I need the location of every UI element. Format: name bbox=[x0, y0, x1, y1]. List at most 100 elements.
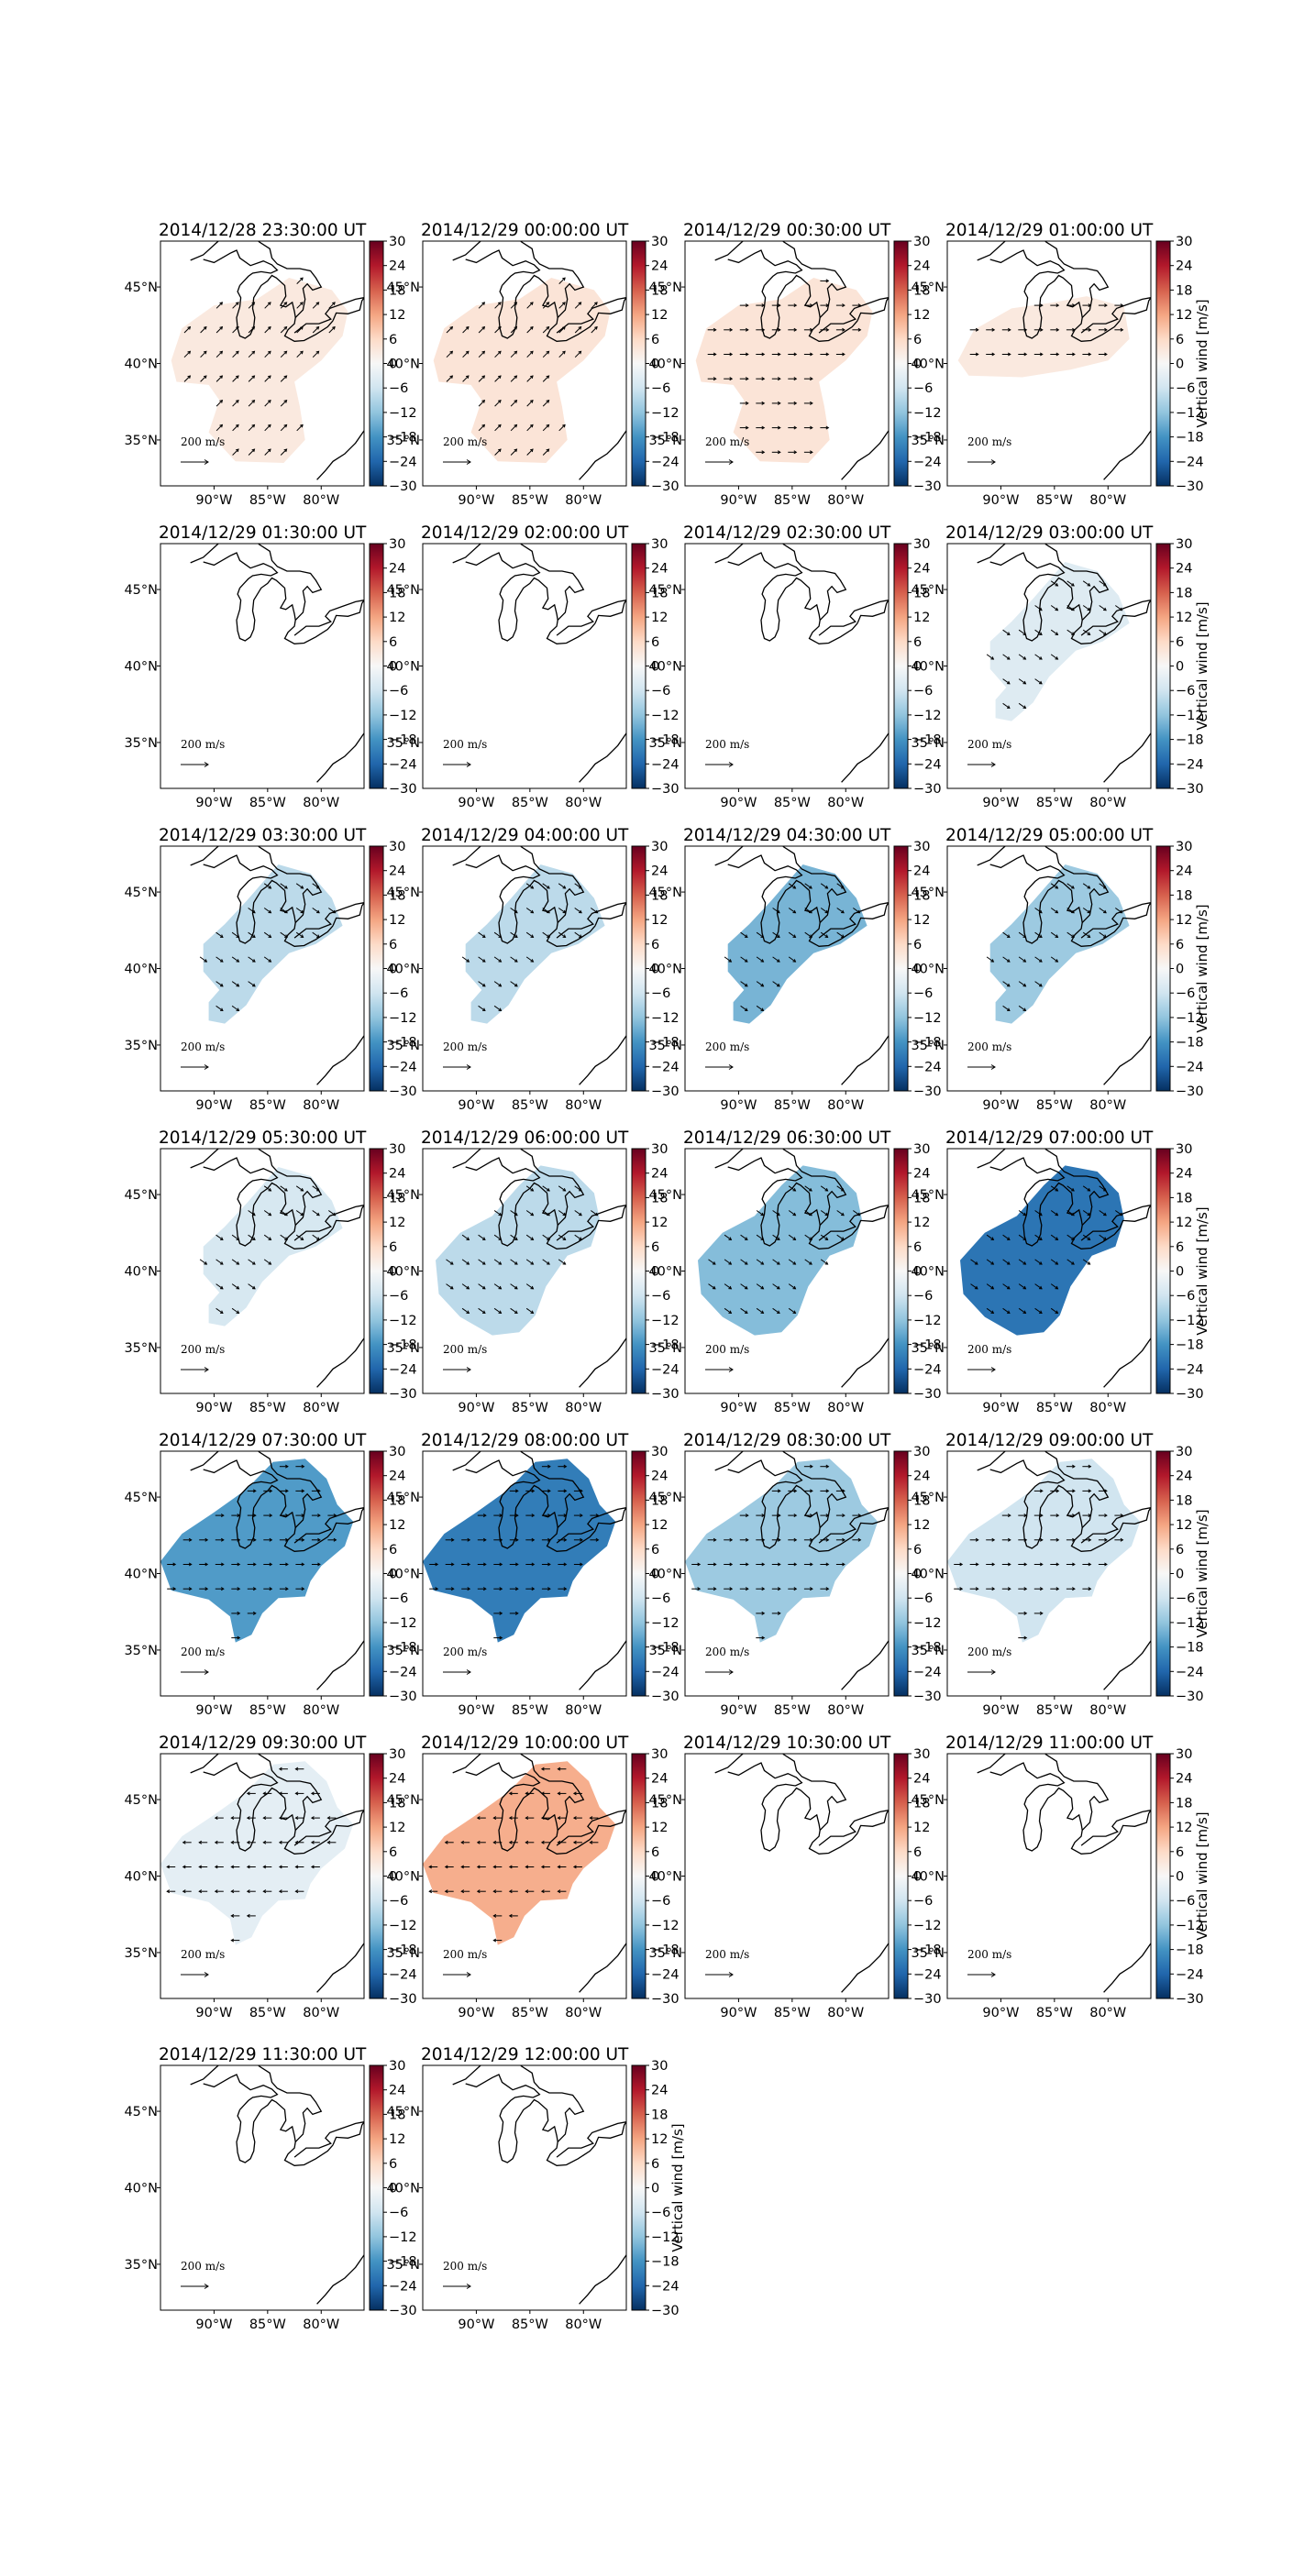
wind-arrow-head bbox=[498, 1285, 503, 1290]
wind-arrow bbox=[478, 400, 485, 407]
wind-arrow-head bbox=[1088, 1587, 1092, 1591]
x-tick-label: 90°W bbox=[195, 1401, 232, 1415]
wind-arrow-head bbox=[268, 959, 272, 963]
colorbar-tick-label: −24 bbox=[389, 2279, 417, 2294]
wind-arrow-head bbox=[230, 1816, 235, 1821]
wind-arrow bbox=[248, 375, 255, 382]
coastline bbox=[1119, 600, 1151, 624]
wind-arrow-head bbox=[842, 327, 845, 332]
wind-arrow-head bbox=[476, 1865, 481, 1869]
wind-arrow-head bbox=[182, 1889, 186, 1894]
wind-arrow-head bbox=[810, 352, 813, 357]
wind-arrow bbox=[183, 326, 191, 334]
y-tick-label: 35°N bbox=[648, 434, 682, 448]
map-background bbox=[947, 1754, 1151, 1998]
wind-arrow-head bbox=[188, 1537, 193, 1542]
wind-arrow bbox=[461, 1259, 470, 1265]
wind-arrow-head bbox=[460, 1840, 465, 1844]
colorbar-tick-label: 30 bbox=[651, 1445, 668, 1459]
x-tick-label: 80°W bbox=[827, 493, 864, 508]
wind-arrow-head bbox=[294, 1791, 299, 1796]
wind-arrow bbox=[1034, 678, 1043, 685]
wind-arrow-head bbox=[262, 1865, 267, 1869]
wind-arrow-head bbox=[1087, 583, 1091, 587]
wind-arrow bbox=[216, 302, 223, 309]
wind-arrow bbox=[1082, 931, 1090, 938]
vertical-wind-fill bbox=[698, 1165, 862, 1336]
wind-arrow-head bbox=[531, 1587, 536, 1591]
reference-arrow-head bbox=[204, 1367, 209, 1372]
wind-arrow-head bbox=[1006, 632, 1011, 635]
colorbar-tick-label: 30 bbox=[913, 1445, 930, 1459]
colorbar-tick-label: 12 bbox=[913, 611, 930, 625]
wind-arrow bbox=[216, 326, 223, 334]
wind-arrow bbox=[200, 326, 207, 334]
wind-arrow-head bbox=[1006, 1237, 1011, 1240]
colorbar-tick-label: −12 bbox=[913, 1011, 942, 1026]
x-tick-label: 85°W bbox=[1036, 2006, 1073, 2020]
panel-title: 2014/12/29 08:00:00 UT bbox=[421, 1431, 629, 1450]
coastline bbox=[727, 854, 803, 891]
wind-arrow-head bbox=[1071, 1187, 1075, 1192]
x-tick-label: 80°W bbox=[1089, 1098, 1126, 1113]
wind-arrow bbox=[804, 883, 812, 889]
wind-arrow-head bbox=[793, 1514, 798, 1518]
colorbar-tick-label: 12 bbox=[913, 1216, 930, 1230]
coastline bbox=[760, 1484, 858, 1552]
wind-arrow-head bbox=[777, 450, 781, 455]
wind-arrow-head bbox=[267, 400, 271, 403]
wind-arrow-head bbox=[508, 1889, 513, 1894]
wind-arrow bbox=[478, 981, 486, 987]
wind-arrow bbox=[1034, 931, 1043, 938]
colorbar-tick-label: −12 bbox=[1176, 1011, 1204, 1026]
wind-arrow bbox=[542, 883, 550, 889]
wind-arrow bbox=[820, 908, 828, 914]
colorbar-tick-label: 18 bbox=[651, 283, 668, 298]
coastline bbox=[293, 902, 364, 939]
wind-arrow-head bbox=[547, 1464, 551, 1469]
wind-arrow bbox=[772, 1259, 780, 1265]
colorbar-tick-label: −6 bbox=[1176, 1289, 1195, 1304]
coastline bbox=[293, 1507, 364, 1544]
wind-arrow-head bbox=[546, 400, 550, 403]
coastline bbox=[203, 1157, 279, 1194]
reference-arrow-head bbox=[990, 1972, 996, 1977]
wind-arrow-head bbox=[278, 1889, 282, 1894]
wind-arrow-head bbox=[777, 1514, 781, 1518]
wind-arrow bbox=[542, 1185, 550, 1192]
colorbar-tick-label: −30 bbox=[651, 1690, 680, 1704]
wind-arrow bbox=[1034, 629, 1043, 635]
wind-arrow bbox=[232, 448, 239, 456]
coastline bbox=[452, 846, 585, 923]
wind-arrow-head bbox=[760, 959, 765, 963]
wind-arrows bbox=[986, 883, 1123, 1012]
wind-arrow-head bbox=[482, 1562, 487, 1567]
wind-arrow-head bbox=[761, 352, 766, 357]
wind-arrow-head bbox=[300, 934, 304, 938]
y-tick-label: 45°N bbox=[124, 1793, 158, 1808]
colorbar bbox=[893, 1450, 909, 1697]
wind-arrow bbox=[280, 883, 288, 889]
wind-arrow-head bbox=[777, 327, 781, 332]
wind-arrow-head bbox=[572, 1865, 577, 1869]
x-tick-label: 85°W bbox=[1036, 796, 1073, 810]
wind-arrow-head bbox=[580, 1562, 583, 1567]
wind-arrow-head bbox=[219, 959, 224, 963]
wind-arrow-head bbox=[1055, 934, 1059, 938]
wind-arrow bbox=[510, 1307, 518, 1314]
coastline bbox=[856, 1205, 889, 1229]
colorbar-tick-label: 24 bbox=[1176, 1772, 1192, 1787]
colorbar-tick-label: 0 bbox=[1176, 1265, 1184, 1280]
x-tick-label: 85°W bbox=[249, 1401, 286, 1415]
y-tick-label: 45°N bbox=[648, 886, 682, 900]
colorbar-tick-label: 30 bbox=[389, 1747, 405, 1762]
y-tick-label: 45°N bbox=[911, 886, 945, 900]
x-tick-label: 85°W bbox=[774, 2006, 811, 2020]
x-tick-label: 80°W bbox=[565, 493, 602, 508]
colorbar-tick-label: −18 bbox=[913, 1943, 942, 1958]
coastline bbox=[977, 1451, 1110, 1528]
colorbar-tick-label: 6 bbox=[1176, 1845, 1184, 1860]
wind-arrow bbox=[510, 400, 517, 407]
wind-arrow-head bbox=[230, 1840, 235, 1844]
